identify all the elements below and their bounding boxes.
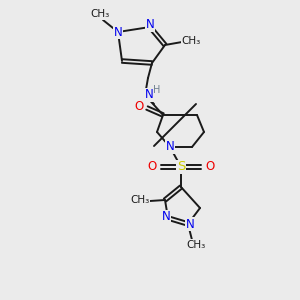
Text: N: N (186, 218, 194, 230)
Text: O: O (206, 160, 214, 173)
Text: N: N (114, 26, 122, 38)
Text: N: N (145, 88, 153, 101)
Text: O: O (147, 160, 157, 173)
Text: CH₃: CH₃ (182, 36, 201, 46)
Text: N: N (166, 140, 174, 154)
Text: N: N (146, 19, 154, 32)
Text: N: N (162, 211, 170, 224)
Text: CH₃: CH₃ (130, 195, 150, 205)
Text: CH₃: CH₃ (186, 240, 206, 250)
Text: H: H (153, 85, 161, 95)
Text: S: S (177, 160, 185, 173)
Text: CH₃: CH₃ (90, 9, 110, 19)
Text: O: O (134, 100, 144, 113)
